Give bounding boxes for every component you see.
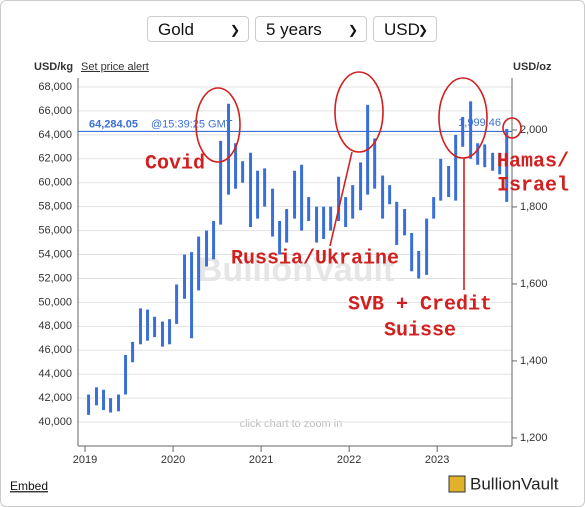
logo: BullionVault [448,474,559,493]
y2-axis-label: USD/oz [513,61,552,73]
annotation-circle [502,117,522,139]
annotation-arrow [329,151,353,247]
zoom-hint: click chart to zoom in [240,418,343,430]
currency-select[interactable]: USD ❯ [373,16,437,42]
y-tick-label: 58,000 [38,201,72,213]
y2-tick-label: 1,800 [520,201,548,213]
annotation: Covid [145,152,205,175]
annotation: Hamas/ [497,150,569,173]
y-tick-label: 68,000 [38,81,72,93]
watermark: BullionVault [198,251,394,289]
y-axis-label: USD/kg [34,61,73,73]
y-tick-label: 50,000 [38,296,72,308]
y-tick-label: 40,000 [38,416,72,428]
price-label: 64,284.05 [89,118,138,130]
y2-tick-label: 2,000 [520,124,548,136]
y-tick-label: 52,000 [38,272,72,284]
annotation-circle [334,71,384,153]
annotation: SVB + Credit [348,293,492,316]
y-tick-label: 44,000 [38,368,72,380]
y-tick-label: 46,000 [38,344,72,356]
embed-link[interactable]: Embed [10,479,48,493]
chevron: ❯ [347,23,358,37]
metal-value: Gold [158,20,194,39]
y2-tick-label: 1,200 [520,432,548,444]
logo-icon [448,475,466,493]
y2-tick-label: 1,400 [520,355,548,367]
y-tick-label: 62,000 [38,153,72,165]
x-tick-label: 2023 [425,454,449,466]
x-tick-label: 2021 [249,454,273,466]
set-price-alert-link[interactable]: Set price alert [81,61,149,73]
y-tick-label: 56,000 [38,224,72,236]
annotation: Russia/Ukraine [231,247,399,270]
y-tick-label: 64,000 [38,129,72,141]
annotation: Israel [497,174,569,197]
y-tick-label: 48,000 [38,320,72,332]
annotation-circle [195,87,241,163]
price-oz-label: 1,999.46 [458,117,501,129]
price-time: @15:39:25 GMT [151,118,233,130]
y-tick-label: 42,000 [38,392,72,404]
currency-value: USD [384,20,420,39]
x-tick-label: 2019 [73,454,97,466]
metal-select[interactable]: Gold ❯ [147,16,249,42]
period-value: 5 years [266,20,322,39]
y-tick-label: 60,000 [38,177,72,189]
logo-text: BullionVault [470,474,559,493]
x-tick-label: 2022 [337,454,361,466]
annotation: Suisse [384,319,456,342]
y2-tick-label: 1,600 [520,278,548,290]
chevron: ❯ [229,23,240,37]
annotation-circle [438,77,488,159]
y-tick-label: 66,000 [38,105,72,117]
x-tick-label: 2020 [161,454,185,466]
period-select[interactable]: 5 years ❯ [255,16,367,42]
chevron: ❯ [417,23,428,37]
y-tick-label: 54,000 [38,248,72,260]
